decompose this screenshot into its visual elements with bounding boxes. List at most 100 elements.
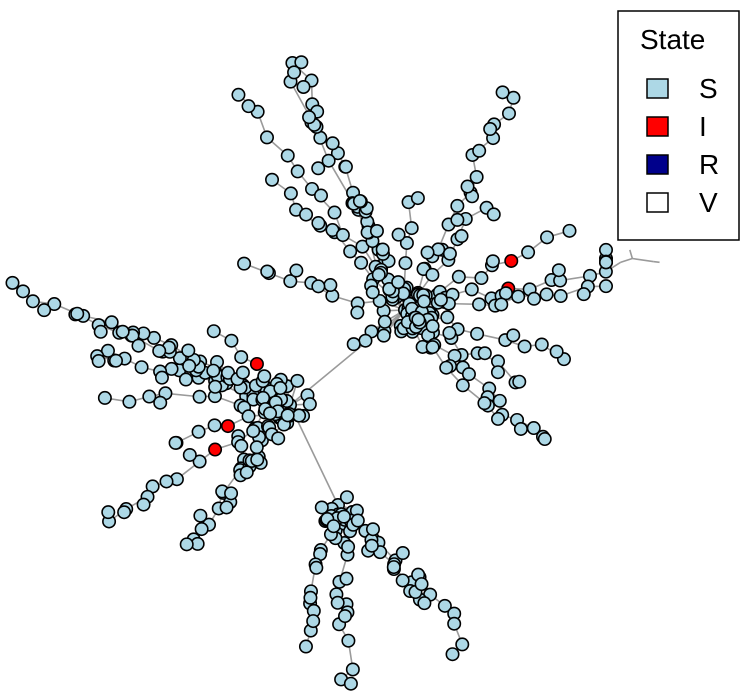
node-susceptible [339,490,354,505]
node-susceptible [311,161,326,176]
node-susceptible [540,230,555,245]
node-susceptible [178,372,193,387]
node-susceptible [442,246,457,261]
legend-label-i: I [699,111,707,142]
node-susceptible [241,409,256,424]
node-susceptible [485,254,500,269]
node-susceptible [343,676,358,691]
node-susceptible [553,289,568,304]
node-susceptible [598,255,613,270]
node-susceptible [302,110,317,125]
node-susceptible [404,221,419,236]
node-susceptible [440,310,455,325]
node-susceptible [237,256,252,271]
node-susceptible [231,87,246,102]
legend-box [617,10,740,241]
node-susceptible [395,545,410,560]
node-susceptible [153,395,168,410]
node-susceptible [134,360,149,375]
node-susceptible [311,216,326,231]
node-susceptible [365,522,380,537]
node-susceptible [492,393,507,408]
node-susceptible [309,560,324,575]
node-susceptible [469,170,484,185]
node-susceptible [179,537,194,552]
node-susceptible [260,264,275,279]
node-susceptible [339,571,354,586]
node-susceptible [207,418,222,433]
network-edge [632,257,654,263]
node-susceptible [290,373,305,388]
node-susceptible [450,198,465,213]
node-susceptible [323,278,338,293]
node-susceptible [477,396,492,411]
node-susceptible [311,279,326,294]
node-susceptible [122,394,137,409]
node-susceptible [172,351,187,366]
node-susceptible [527,291,542,306]
node-susceptible [159,474,174,489]
node-susceptible [191,424,206,439]
node-susceptible [294,55,309,70]
node-susceptible [280,408,295,423]
node-susceptible [414,577,429,592]
node-susceptible [16,284,31,299]
legend-swatch-i [646,116,669,137]
node-susceptible [257,369,272,384]
node-susceptible [490,365,505,380]
node-susceptible [70,306,85,321]
node-susceptible [142,389,157,404]
node-susceptible [450,212,465,227]
node-susceptible [346,337,361,352]
legend: State S I R V [617,10,740,241]
node-susceptible [455,637,470,652]
node-susceptible [235,365,250,380]
node-susceptible [341,539,356,554]
node-susceptible [152,343,167,358]
node-susceptible [495,85,510,100]
node-susceptible [534,337,549,352]
node-susceptible [420,245,435,260]
node-susceptible [521,245,536,260]
node-susceptible [25,294,40,309]
node-susceptible [537,432,552,447]
node-susceptible [115,324,130,339]
node-susceptible [97,390,112,405]
node-susceptible [335,228,350,243]
node-susceptible [136,497,151,512]
node-susceptible [364,538,379,553]
node-susceptible [181,343,196,358]
node-susceptible [377,314,392,329]
node-susceptible [299,207,314,222]
node-susceptible [193,508,208,523]
node-susceptible [326,519,341,534]
node-susceptible [391,275,406,290]
node-infected [249,356,264,371]
node-susceptible [562,223,577,238]
node-susceptible [273,381,288,396]
node-susceptible [208,379,223,394]
node-susceptible [131,338,146,353]
node-susceptible [472,143,487,158]
node-susceptible [100,343,115,358]
node-susceptible [486,207,501,222]
node-susceptible [37,303,52,318]
node-susceptible [314,188,329,203]
node-susceptible [376,328,391,343]
node-susceptible [283,186,298,201]
node-susceptible [461,367,476,382]
node-susceptible [501,106,516,121]
node-susceptible [241,99,256,114]
node-susceptible [513,421,528,436]
node-susceptible [576,287,591,302]
node-susceptible [194,522,209,537]
node-susceptible [477,346,492,361]
node-susceptible [327,205,342,220]
node-susceptible [417,294,432,309]
node-susceptible [451,269,466,284]
node-susceptible [371,267,386,282]
node-susceptible [321,153,336,168]
legend-swatch-r [646,154,669,175]
node-susceptible [287,65,302,80]
